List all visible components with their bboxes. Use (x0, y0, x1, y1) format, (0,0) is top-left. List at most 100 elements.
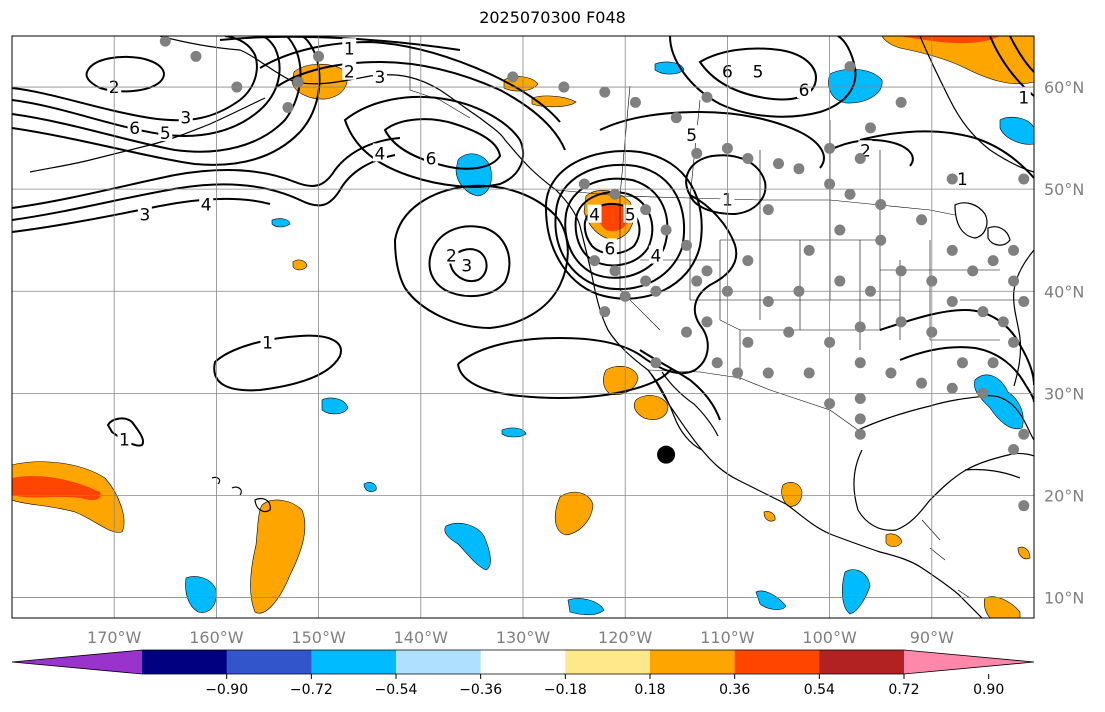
contour-label-bg-5 (178, 107, 193, 126)
shade-small-orange-1 (292, 259, 308, 271)
station-marker (854, 428, 866, 440)
lon-tick-label-3: 140°W (394, 628, 449, 647)
shade-yucatan-orange (885, 533, 903, 547)
contour-label-17: 6 (604, 239, 615, 259)
colorbar-segment-3 (396, 650, 482, 674)
station-marker (977, 306, 989, 318)
baja-peninsula (647, 369, 719, 451)
colorbar-segment-4 (480, 650, 566, 674)
contour-label-8: 4 (375, 144, 386, 164)
lon-tick-label-4: 130°W (496, 628, 551, 647)
contour-5-aleutian (12, 36, 302, 153)
hawaii (211, 476, 271, 513)
lon-tick-label-6: 110°W (700, 628, 755, 647)
station-marker (609, 188, 621, 200)
station-marker (946, 244, 958, 256)
station-marker (1008, 336, 1020, 348)
colorbar-tick-label-8: 0.72 (888, 682, 919, 698)
contour-label-10: 2 (344, 63, 355, 83)
contour-1-southwest (457, 194, 738, 375)
contour-5-canada (599, 110, 825, 169)
east-coast (1013, 249, 1034, 387)
station-marker (701, 91, 713, 103)
station-marker (190, 50, 202, 62)
colorbar-segment-7 (734, 650, 820, 674)
contour-label-bg-11 (372, 66, 387, 85)
contour-label-bg-4 (158, 123, 173, 141)
station-marker (599, 86, 611, 98)
contour-label-22: 5 (753, 63, 764, 83)
contour-label-bg-8 (372, 143, 387, 162)
contour-label-6: 4 (201, 195, 212, 215)
station-marker (803, 367, 815, 379)
lon-tick-label-5: 120°W (598, 628, 653, 647)
station-marker (946, 382, 958, 394)
contour-1-offshore-big (393, 184, 569, 330)
cuba (964, 468, 1021, 479)
contour-4-oregon-low (564, 177, 669, 279)
station-marker (1008, 244, 1020, 256)
station-marker (854, 413, 866, 425)
shade-pacific-blue-1 (321, 397, 349, 415)
station-marker (578, 178, 590, 190)
contour-2-hudson (829, 139, 914, 167)
shade-hudson-red (900, 36, 1000, 44)
contour-label-1: 1 (119, 430, 130, 450)
shade-pacific-blue-4 (567, 598, 605, 616)
station-marker (987, 357, 999, 369)
west-coast (555, 189, 983, 618)
lon-tick-label-0: 170°W (87, 628, 142, 647)
contour-label-18: 4 (650, 247, 661, 267)
colorbar-tick-label-1: −0.72 (290, 682, 333, 698)
contour-label-23: 6 (799, 81, 810, 101)
shade-bc-orange-2 (531, 95, 577, 108)
station-marker (609, 265, 621, 277)
contour-label-bg-23 (797, 80, 812, 99)
station-marker (742, 153, 754, 165)
station-marker (987, 255, 999, 267)
station-marker (834, 224, 846, 236)
colorbar-segment-6 (650, 650, 736, 674)
station-marker (1018, 295, 1030, 307)
station-marker (742, 336, 754, 348)
contour-label-16: 4 (589, 206, 600, 226)
station-markers (159, 36, 1050, 512)
station-marker (916, 377, 928, 389)
contour-2-aleutian-inner (85, 55, 165, 93)
station-marker (660, 224, 672, 236)
station-marker (1008, 444, 1020, 456)
station-marker (793, 163, 805, 175)
station-marker (681, 326, 693, 338)
contour-3-aleutian (12, 36, 258, 122)
contour-label-bg-26 (1016, 87, 1031, 106)
central-america-borders (921, 519, 971, 599)
contour-label-26: 1 (1018, 88, 1029, 108)
lat-tick-label-4: 50°N (1044, 180, 1084, 199)
station-marker (701, 316, 713, 328)
station-marker (1018, 500, 1030, 512)
contour-label-bg-14 (459, 255, 474, 274)
contour-label-bg-20 (684, 125, 699, 144)
station-marker (834, 275, 846, 287)
shade-florida-blue (974, 374, 1024, 430)
station-marker (854, 392, 866, 404)
station-marker (691, 147, 703, 159)
contour-label-bg-13 (444, 245, 459, 264)
shade-mexico-blue (755, 590, 787, 610)
station-marker (507, 71, 519, 83)
shade-yukon-blue (654, 61, 685, 75)
station-marker (681, 239, 693, 251)
great-lakes (954, 202, 1011, 246)
contour-label-bg-12 (342, 38, 357, 57)
shade-pacific-blue-2 (444, 523, 491, 571)
contour-label-14: 3 (461, 257, 472, 277)
contour-1-northern-plains (685, 154, 767, 216)
station-marker (1039, 316, 1050, 327)
contour-1-hudson-east (1009, 36, 1034, 73)
contour-label-bg-15 (623, 204, 638, 223)
station-marker (599, 306, 611, 318)
lat-tick-label-3: 40°N (1044, 282, 1084, 301)
station-marker (895, 96, 907, 108)
shade-canada-blue (828, 68, 883, 104)
station-marker (159, 36, 171, 47)
